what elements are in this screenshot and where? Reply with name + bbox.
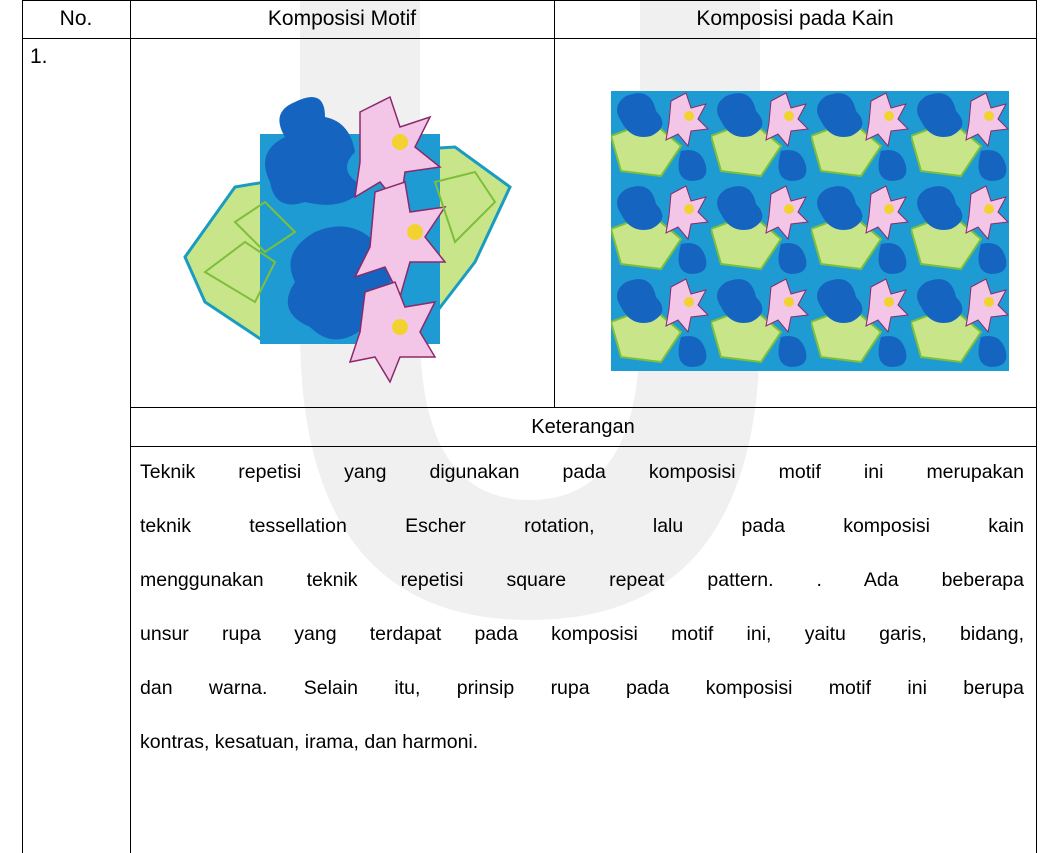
- description-line: unsur rupa yang terdapat pada komposisi …: [140, 623, 1024, 646]
- border: [554, 0, 555, 407]
- header-cell: No.: [22, 7, 130, 31]
- motif-image: [175, 92, 515, 392]
- border: [22, 0, 1036, 1]
- caption: Keterangan: [130, 416, 1036, 439]
- description-line: kontras, kesatuan, irama, dan harmoni.: [140, 731, 1024, 754]
- header-cell: Komposisi pada Kain: [554, 7, 1036, 31]
- border: [22, 0, 23, 853]
- description-line: teknik tessellation Escher rotation, lal…: [140, 515, 1024, 538]
- description-line: Teknik repetisi yang digunakan pada komp…: [140, 461, 1024, 484]
- border: [22, 38, 1036, 39]
- header-cell: Komposisi Motif: [130, 7, 554, 31]
- description-line: dan warna. Selain itu, prinsip rupa pada…: [140, 677, 1024, 700]
- page: No. Komposisi Motif Komposisi pada Kain …: [0, 0, 1060, 853]
- border: [1036, 0, 1037, 853]
- border: [130, 407, 1036, 408]
- fabric-image: [611, 91, 1009, 371]
- row-number: 1.: [30, 45, 48, 69]
- description-line: menggunakan teknik repetisi square repea…: [140, 569, 1024, 592]
- border: [130, 446, 1036, 447]
